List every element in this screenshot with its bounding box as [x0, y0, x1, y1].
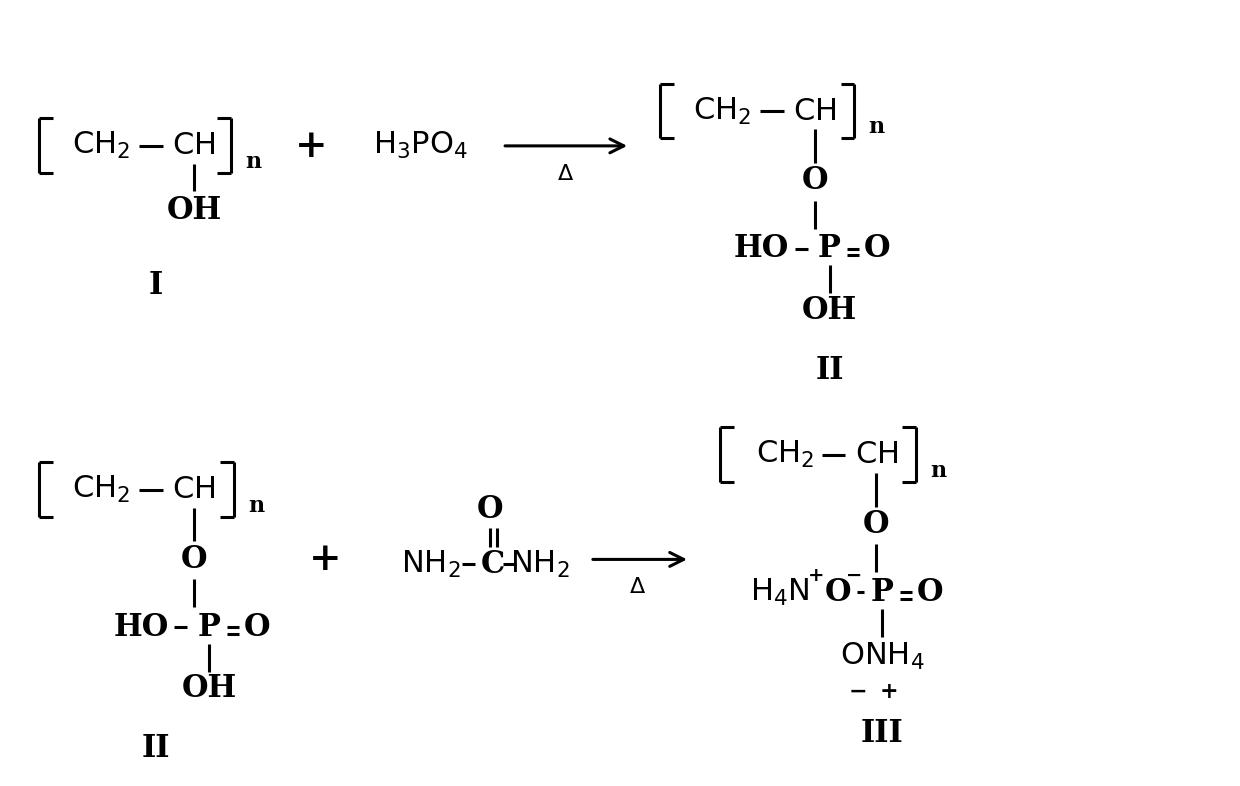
Text: OH: OH: [166, 195, 222, 226]
Text: $\mathsf{H_3PO_4}$: $\mathsf{H_3PO_4}$: [373, 130, 467, 161]
Text: P: P: [818, 233, 841, 264]
Text: $\mathsf{NH_2}$: $\mathsf{NH_2}$: [401, 549, 460, 580]
Text: n: n: [868, 116, 884, 138]
Text: +: +: [880, 681, 899, 703]
Text: $\mathsf{CH}$: $\mathsf{CH}$: [172, 130, 216, 161]
Text: HO: HO: [734, 233, 790, 264]
Text: −: −: [846, 567, 863, 586]
Text: $\mathsf{NH_2}$: $\mathsf{NH_2}$: [511, 549, 570, 580]
Text: II: II: [815, 354, 843, 386]
Text: O: O: [825, 577, 851, 608]
Text: +: +: [309, 541, 342, 578]
Text: $\mathsf{ONH_4}$: $\mathsf{ONH_4}$: [841, 641, 925, 671]
Text: O: O: [477, 494, 503, 525]
Text: $\Delta$: $\Delta$: [557, 163, 574, 185]
Text: O: O: [243, 612, 270, 643]
Text: OH: OH: [802, 295, 857, 325]
Text: O: O: [863, 509, 889, 540]
Text: n: n: [930, 460, 946, 482]
Text: $\mathsf{CH}$: $\mathsf{CH}$: [172, 474, 216, 505]
Text: I: I: [149, 270, 164, 301]
Text: $\mathsf{CH}$: $\mathsf{CH}$: [792, 96, 836, 127]
Text: $\mathsf{CH_2}$: $\mathsf{CH_2}$: [72, 474, 130, 505]
Text: OH: OH: [181, 674, 237, 704]
Text: P: P: [870, 577, 894, 608]
Text: O: O: [918, 577, 944, 608]
Text: C: C: [481, 549, 506, 580]
Text: O: O: [864, 233, 890, 264]
Text: $\mathsf{CH_2}$: $\mathsf{CH_2}$: [755, 439, 813, 470]
Text: HO: HO: [113, 612, 169, 643]
Text: +: +: [294, 127, 327, 165]
Text: $\mathsf{CH_2}$: $\mathsf{CH_2}$: [72, 130, 130, 161]
Text: $\mathsf{H_4N}$: $\mathsf{H_4N}$: [750, 577, 810, 608]
Text: O: O: [181, 544, 207, 575]
Text: II: II: [141, 733, 170, 764]
Text: n: n: [248, 494, 264, 516]
Text: O: O: [801, 165, 828, 196]
Text: −: −: [848, 681, 867, 703]
Text: $\mathsf{CH_2}$: $\mathsf{CH_2}$: [693, 95, 750, 127]
Text: n: n: [244, 151, 260, 173]
Text: $\Delta$: $\Delta$: [630, 576, 646, 598]
Text: P: P: [197, 612, 221, 643]
Text: $\mathsf{CH}$: $\mathsf{CH}$: [854, 439, 898, 470]
Text: +: +: [808, 567, 825, 586]
Text: III: III: [861, 718, 904, 749]
